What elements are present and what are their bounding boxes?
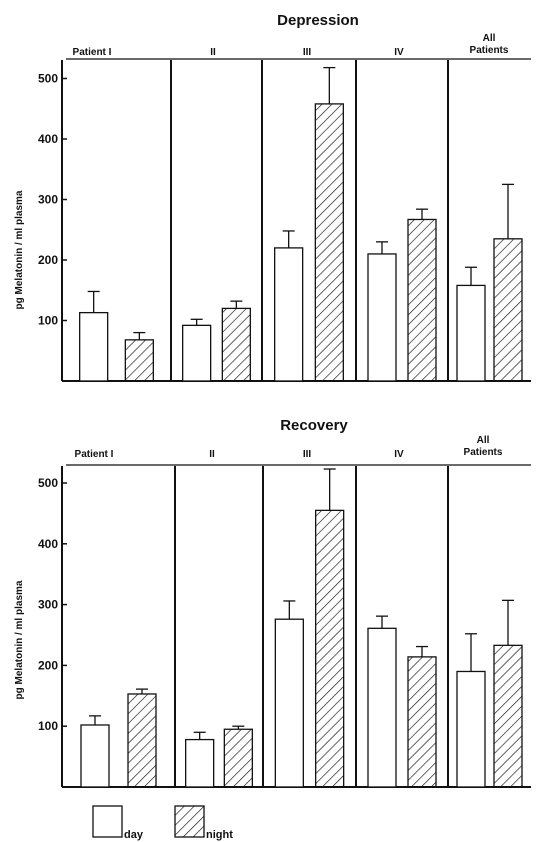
- category-label: II: [210, 47, 216, 58]
- y-tick-label: 500: [38, 72, 58, 86]
- axes: 100 200 300 400 500: [38, 58, 531, 382]
- y-tick-label: 200: [38, 253, 58, 267]
- bar-night: [407, 656, 437, 788]
- legend-night-swatch: [174, 805, 205, 838]
- category-label: IV: [394, 449, 404, 460]
- category-label: Patient I: [73, 47, 112, 58]
- bar-day: [182, 324, 212, 382]
- panel-depression: Depression pg Melatonin / ml plasma 100 2…: [14, 12, 531, 382]
- bar-night: [493, 644, 523, 788]
- bar-day: [456, 670, 486, 788]
- legend-night-label: night: [206, 829, 233, 841]
- bar-night: [127, 693, 157, 788]
- legend-day-swatch: [92, 805, 123, 838]
- bar-day: [274, 247, 304, 382]
- y-tick-label: 400: [38, 537, 58, 551]
- y-tick-label: 300: [38, 598, 58, 612]
- category-label: III: [303, 449, 312, 460]
- category-label: Patients: [464, 447, 503, 458]
- legend-day-label: day: [124, 829, 144, 841]
- y-tick-label: 500: [38, 476, 58, 490]
- bar-night: [314, 103, 344, 382]
- panel-recovery: Recovery pg Melatonin / ml plasma 100 200…: [14, 417, 531, 788]
- bar-day: [80, 724, 110, 788]
- bar-night: [493, 238, 523, 382]
- bar-night: [221, 307, 251, 382]
- legend: day night: [92, 805, 233, 841]
- category-label: IV: [394, 47, 404, 58]
- bar-night: [315, 509, 345, 788]
- category-label: Patient I: [75, 449, 114, 460]
- y-tick-label: 300: [38, 193, 58, 207]
- category-label: All: [477, 435, 490, 446]
- y-tick-label: 100: [38, 314, 58, 328]
- bar-day: [367, 253, 397, 382]
- bars: [79, 66, 523, 382]
- bar-day: [185, 738, 215, 788]
- y-axis-label: pg Melatonin / ml plasma: [14, 580, 25, 699]
- bar-day: [274, 618, 304, 788]
- bar-night: [223, 728, 253, 788]
- bar-day: [367, 627, 397, 788]
- bar-night: [124, 339, 154, 382]
- category-label: All: [483, 33, 496, 44]
- category-label: Patients: [470, 45, 509, 56]
- y-tick-label: 200: [38, 658, 58, 672]
- category-label: III: [303, 47, 312, 58]
- y-tick-label: 100: [38, 719, 58, 733]
- y-tick-label: 400: [38, 132, 58, 146]
- panel-title: Recovery: [280, 417, 348, 434]
- y-axis-label: pg Melatonin / ml plasma: [14, 190, 25, 309]
- bars: [80, 468, 523, 788]
- bar-night: [407, 218, 437, 382]
- bar-day: [79, 311, 109, 382]
- panel-title: Depression: [277, 12, 359, 29]
- category-label: II: [209, 449, 215, 460]
- bar-day: [456, 284, 486, 382]
